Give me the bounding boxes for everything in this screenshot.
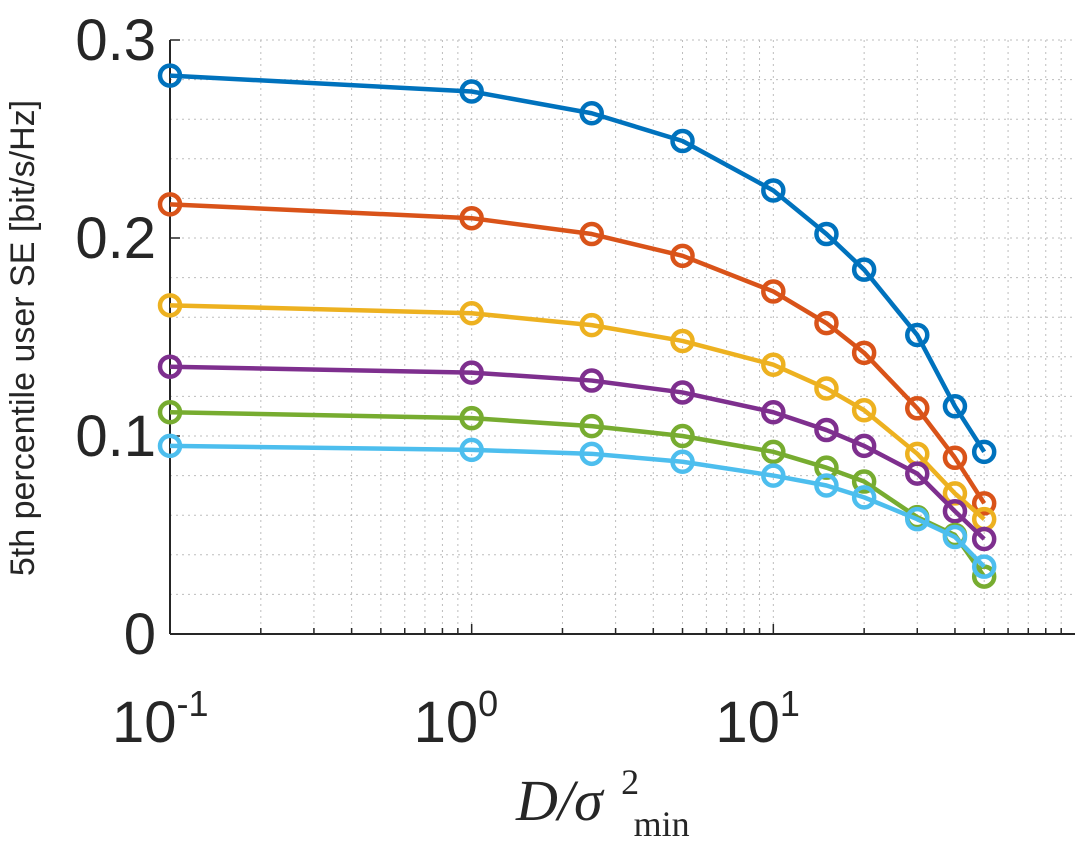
series-5-marker [851,469,877,494]
series-4-marker [905,461,930,486]
x-tick-label: 100 [414,683,499,755]
series-3-marker [814,376,839,401]
series-6-marker [851,485,877,510]
series-3-marker [579,312,604,338]
series-5-marker [579,413,604,439]
y-tick-label: 0 [124,602,156,667]
series-2-marker [579,221,604,247]
series-6-marker [579,441,604,467]
series-2-marker [851,340,877,366]
y-tick-label: 0.2 [75,206,156,271]
series-6-marker [971,554,997,579]
x-tick-exponent: 1 [780,683,800,724]
series-3-marker [157,293,183,318]
series-5 [157,399,997,589]
axes [169,40,1075,635]
series-3-marker [670,328,695,354]
x-tick-base: 10 [414,690,479,755]
series-2-marker [971,491,997,516]
x-tick-label: 101 [715,683,800,755]
series-2-marker [814,310,839,336]
series-1-marker [579,101,604,126]
series-1-marker [459,79,484,104]
grid [169,39,1075,635]
x-tick-exponent: -1 [177,683,209,724]
series-2-marker [157,192,183,217]
series-1-line [169,73,987,454]
series-6-marker [942,524,968,550]
series-6-marker [459,437,484,463]
series-6-marker [670,449,695,474]
x-tick-labels: 10-1 100 101 [112,683,800,755]
series-6-marker [814,473,839,498]
x-axis-title-sub: min [634,804,690,842]
series-5-marker [761,439,786,465]
series-4-marker [459,360,484,385]
x-tick-base: 10 [112,690,177,755]
series-5-marker [157,399,183,425]
series-3-marker [851,398,877,423]
series-2-marker [905,396,930,421]
x-tick-label: 10-1 [112,683,209,755]
series-6-marker [157,433,183,459]
series-6-marker [905,506,930,532]
series-6-line [169,443,986,569]
series-1-marker [905,322,930,348]
series-3-marker [459,300,484,326]
series-1-marker [942,394,968,419]
y-tick-label: 0.1 [75,404,156,469]
series-4-marker [942,498,968,524]
x-tick-base: 10 [715,690,780,755]
x-axis-title-sup: 2 [621,762,639,802]
series-4-marker [157,354,183,379]
series-1-marker [761,178,786,203]
series-1-marker [851,257,877,282]
series-3-marker [761,352,786,377]
series-2-line [169,202,987,505]
series-4-marker [851,433,877,459]
series-4-marker [761,399,786,425]
y-axis-title: 5th percentile user SE [bit/s/Hz] [4,100,42,576]
series-4 [157,354,997,552]
series-6-marker [761,463,786,488]
series-2-marker [761,279,786,304]
series-4-marker [670,380,695,405]
series-4-line [169,364,986,541]
x-tick-exponent: 0 [478,683,498,724]
series-1-marker [814,221,839,247]
series-3 [157,293,997,532]
series-4-marker [814,417,839,443]
series-5-marker [459,405,484,431]
x-axis-title: D/σ 2 min [515,742,690,842]
series [157,63,997,589]
series-4-marker [579,368,604,393]
series-4-marker [971,526,997,552]
y-tick-labels: 0 0.1 0.2 0.3 [75,8,180,667]
y-tick-label: 0.3 [75,8,156,73]
series-3-line [169,303,986,521]
series-2-marker [670,243,695,269]
series-2-marker [459,205,484,231]
series-1-marker [157,63,183,88]
x-axis-title-main: D/σ [515,768,605,833]
series-6 [157,433,997,579]
series-1-marker [971,439,997,465]
series-5-marker [670,423,695,449]
series-1-marker [670,128,695,154]
series-2-marker [942,445,968,471]
series-1 [157,63,997,465]
series-2 [157,192,997,516]
